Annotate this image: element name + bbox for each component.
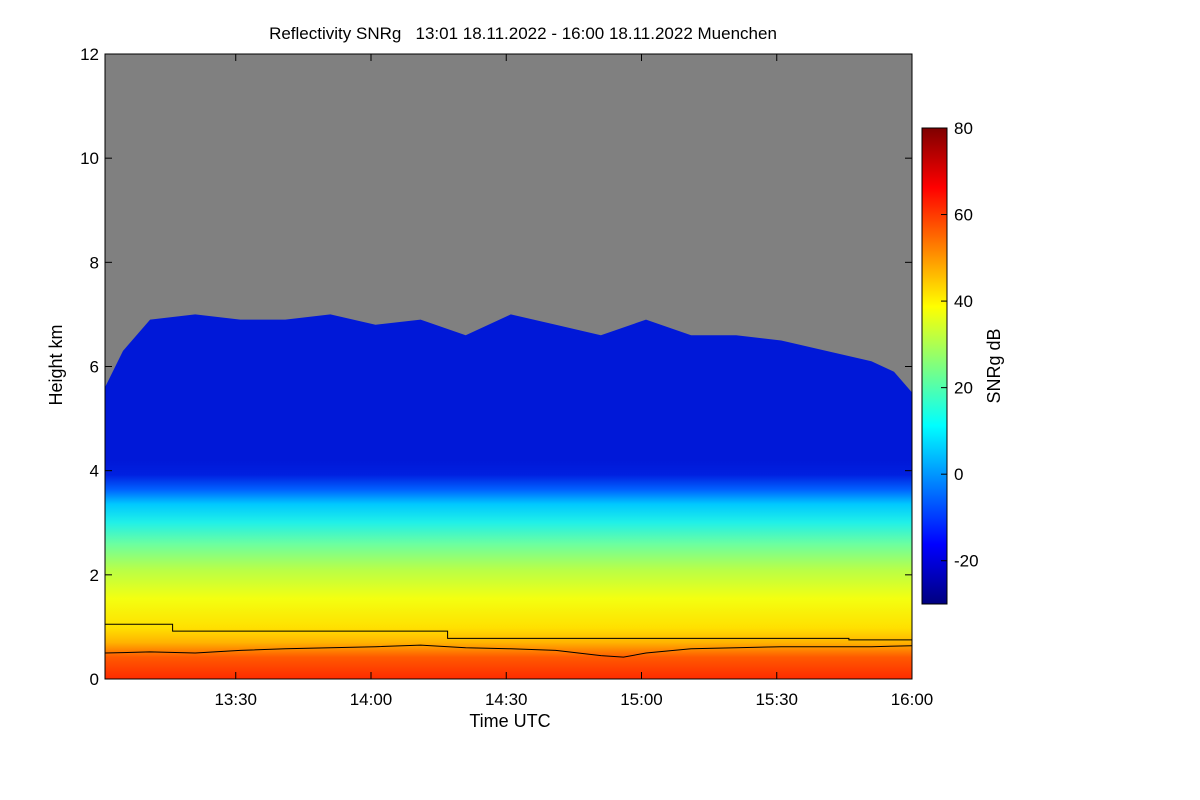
y-tick-label: 4 bbox=[90, 462, 99, 481]
step-boundary-line bbox=[105, 623, 912, 641]
y-axis-label: Height km bbox=[46, 324, 66, 405]
colorbar-tick-label: 40 bbox=[954, 292, 973, 311]
colorbar-tick-label: 80 bbox=[954, 119, 973, 138]
x-tick-label: 14:30 bbox=[485, 690, 528, 709]
colorbar-ticks: -20 0 20 40 60 80 bbox=[941, 119, 979, 571]
x-axis-label: Time UTC bbox=[469, 711, 550, 731]
x-axis-ticks: 13:30 14:00 14:30 15:00 15:30 16:00 bbox=[214, 54, 933, 709]
colorbar-tick-label: 60 bbox=[954, 206, 973, 225]
y-tick-label: 0 bbox=[90, 670, 99, 689]
x-tick-label: 15:00 bbox=[620, 690, 663, 709]
x-tick-label: 15:30 bbox=[755, 690, 798, 709]
colorbar-tick-label: 0 bbox=[954, 465, 963, 484]
y-tick-label: 8 bbox=[90, 253, 99, 272]
colorbar bbox=[921, 127, 948, 605]
y-tick-label: 10 bbox=[80, 149, 99, 168]
plot-area bbox=[105, 54, 912, 679]
colorbar-tick-label: -20 bbox=[954, 552, 979, 571]
x-tick-label: 16:00 bbox=[891, 690, 934, 709]
colorbar-tick-label: 20 bbox=[954, 379, 973, 398]
y-axis-ticks: 0 2 4 6 8 10 12 bbox=[80, 45, 912, 689]
wavy-boundary-line bbox=[105, 644, 912, 658]
chart-title: Reflectivity SNRg 13:01 18.11.2022 - 16:… bbox=[269, 24, 777, 43]
x-tick-label: 13:30 bbox=[214, 690, 257, 709]
colorbar-label: SNRg dB bbox=[984, 328, 1004, 403]
y-tick-label: 6 bbox=[90, 358, 99, 377]
x-tick-label: 14:00 bbox=[350, 690, 393, 709]
cloud-field bbox=[105, 314, 912, 679]
y-tick-label: 2 bbox=[90, 566, 99, 585]
y-tick-label: 12 bbox=[80, 45, 99, 64]
